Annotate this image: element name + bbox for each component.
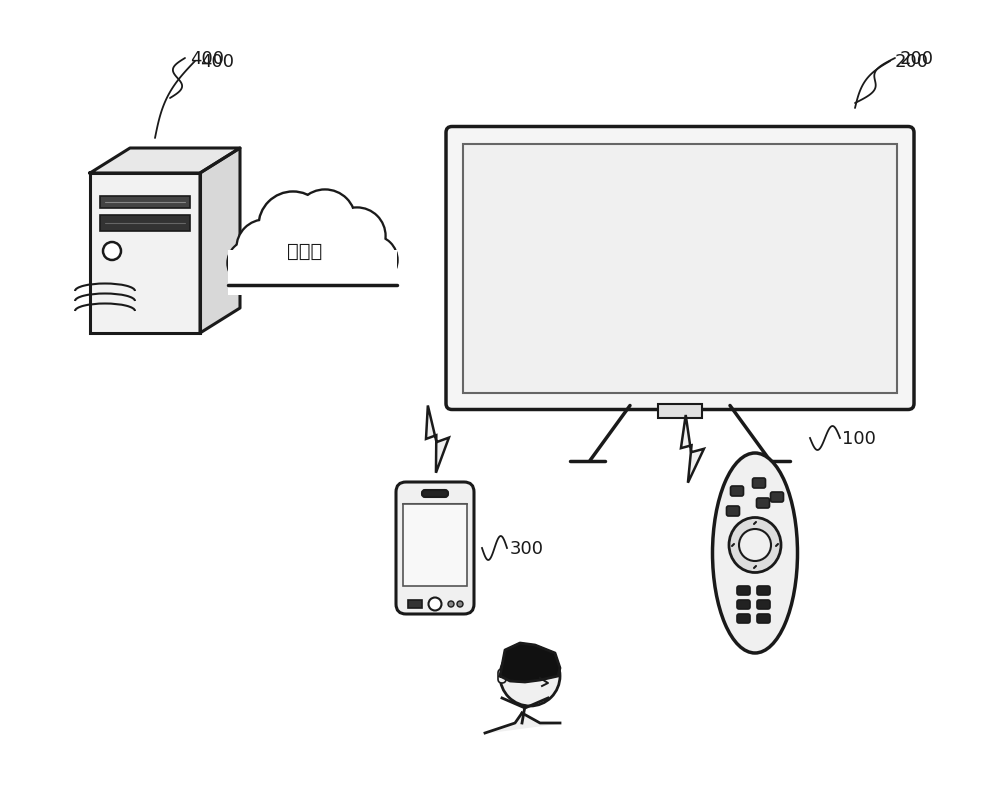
Text: 400: 400 — [200, 53, 234, 71]
Circle shape — [295, 234, 355, 294]
FancyBboxPatch shape — [730, 487, 744, 496]
FancyBboxPatch shape — [498, 669, 506, 683]
Polygon shape — [681, 415, 704, 483]
FancyBboxPatch shape — [90, 173, 200, 333]
FancyBboxPatch shape — [757, 499, 769, 508]
FancyBboxPatch shape — [408, 601, 422, 608]
Circle shape — [739, 529, 771, 561]
Circle shape — [260, 194, 326, 260]
Circle shape — [103, 243, 121, 261]
Circle shape — [296, 234, 354, 293]
Circle shape — [457, 601, 463, 607]
Circle shape — [228, 243, 272, 285]
Text: 100: 100 — [842, 430, 876, 447]
Text: 200: 200 — [900, 50, 934, 68]
Circle shape — [228, 242, 272, 286]
FancyBboxPatch shape — [737, 586, 750, 595]
Circle shape — [237, 221, 293, 277]
Circle shape — [296, 191, 354, 250]
FancyBboxPatch shape — [770, 492, 783, 503]
Ellipse shape — [729, 518, 781, 573]
FancyBboxPatch shape — [658, 404, 702, 418]
Circle shape — [238, 222, 292, 276]
Text: 200: 200 — [895, 53, 929, 71]
Polygon shape — [90, 149, 240, 173]
Polygon shape — [485, 713, 560, 733]
Circle shape — [428, 597, 441, 611]
FancyBboxPatch shape — [396, 483, 474, 614]
Circle shape — [330, 210, 384, 264]
FancyBboxPatch shape — [463, 145, 897, 393]
FancyBboxPatch shape — [757, 614, 770, 623]
FancyBboxPatch shape — [753, 479, 765, 488]
FancyBboxPatch shape — [403, 504, 467, 586]
Circle shape — [349, 237, 397, 284]
Circle shape — [448, 601, 454, 607]
Circle shape — [536, 664, 544, 672]
Text: 互联网: 互联网 — [287, 241, 323, 260]
Text: 300: 300 — [510, 540, 544, 557]
Circle shape — [500, 646, 560, 706]
FancyBboxPatch shape — [446, 128, 914, 410]
Circle shape — [295, 191, 355, 251]
Circle shape — [349, 237, 397, 284]
FancyBboxPatch shape — [737, 601, 750, 609]
FancyBboxPatch shape — [100, 216, 190, 232]
Ellipse shape — [712, 454, 798, 653]
Polygon shape — [500, 643, 560, 683]
FancyBboxPatch shape — [100, 197, 190, 209]
Circle shape — [329, 209, 385, 265]
Circle shape — [520, 667, 528, 675]
FancyBboxPatch shape — [757, 586, 770, 595]
Circle shape — [259, 193, 327, 261]
FancyBboxPatch shape — [726, 507, 740, 516]
FancyBboxPatch shape — [737, 614, 750, 623]
FancyBboxPatch shape — [757, 601, 770, 609]
Text: 400: 400 — [190, 50, 224, 68]
Polygon shape — [200, 149, 240, 333]
Bar — [228, 251, 397, 296]
Polygon shape — [426, 406, 449, 473]
FancyBboxPatch shape — [422, 491, 448, 497]
